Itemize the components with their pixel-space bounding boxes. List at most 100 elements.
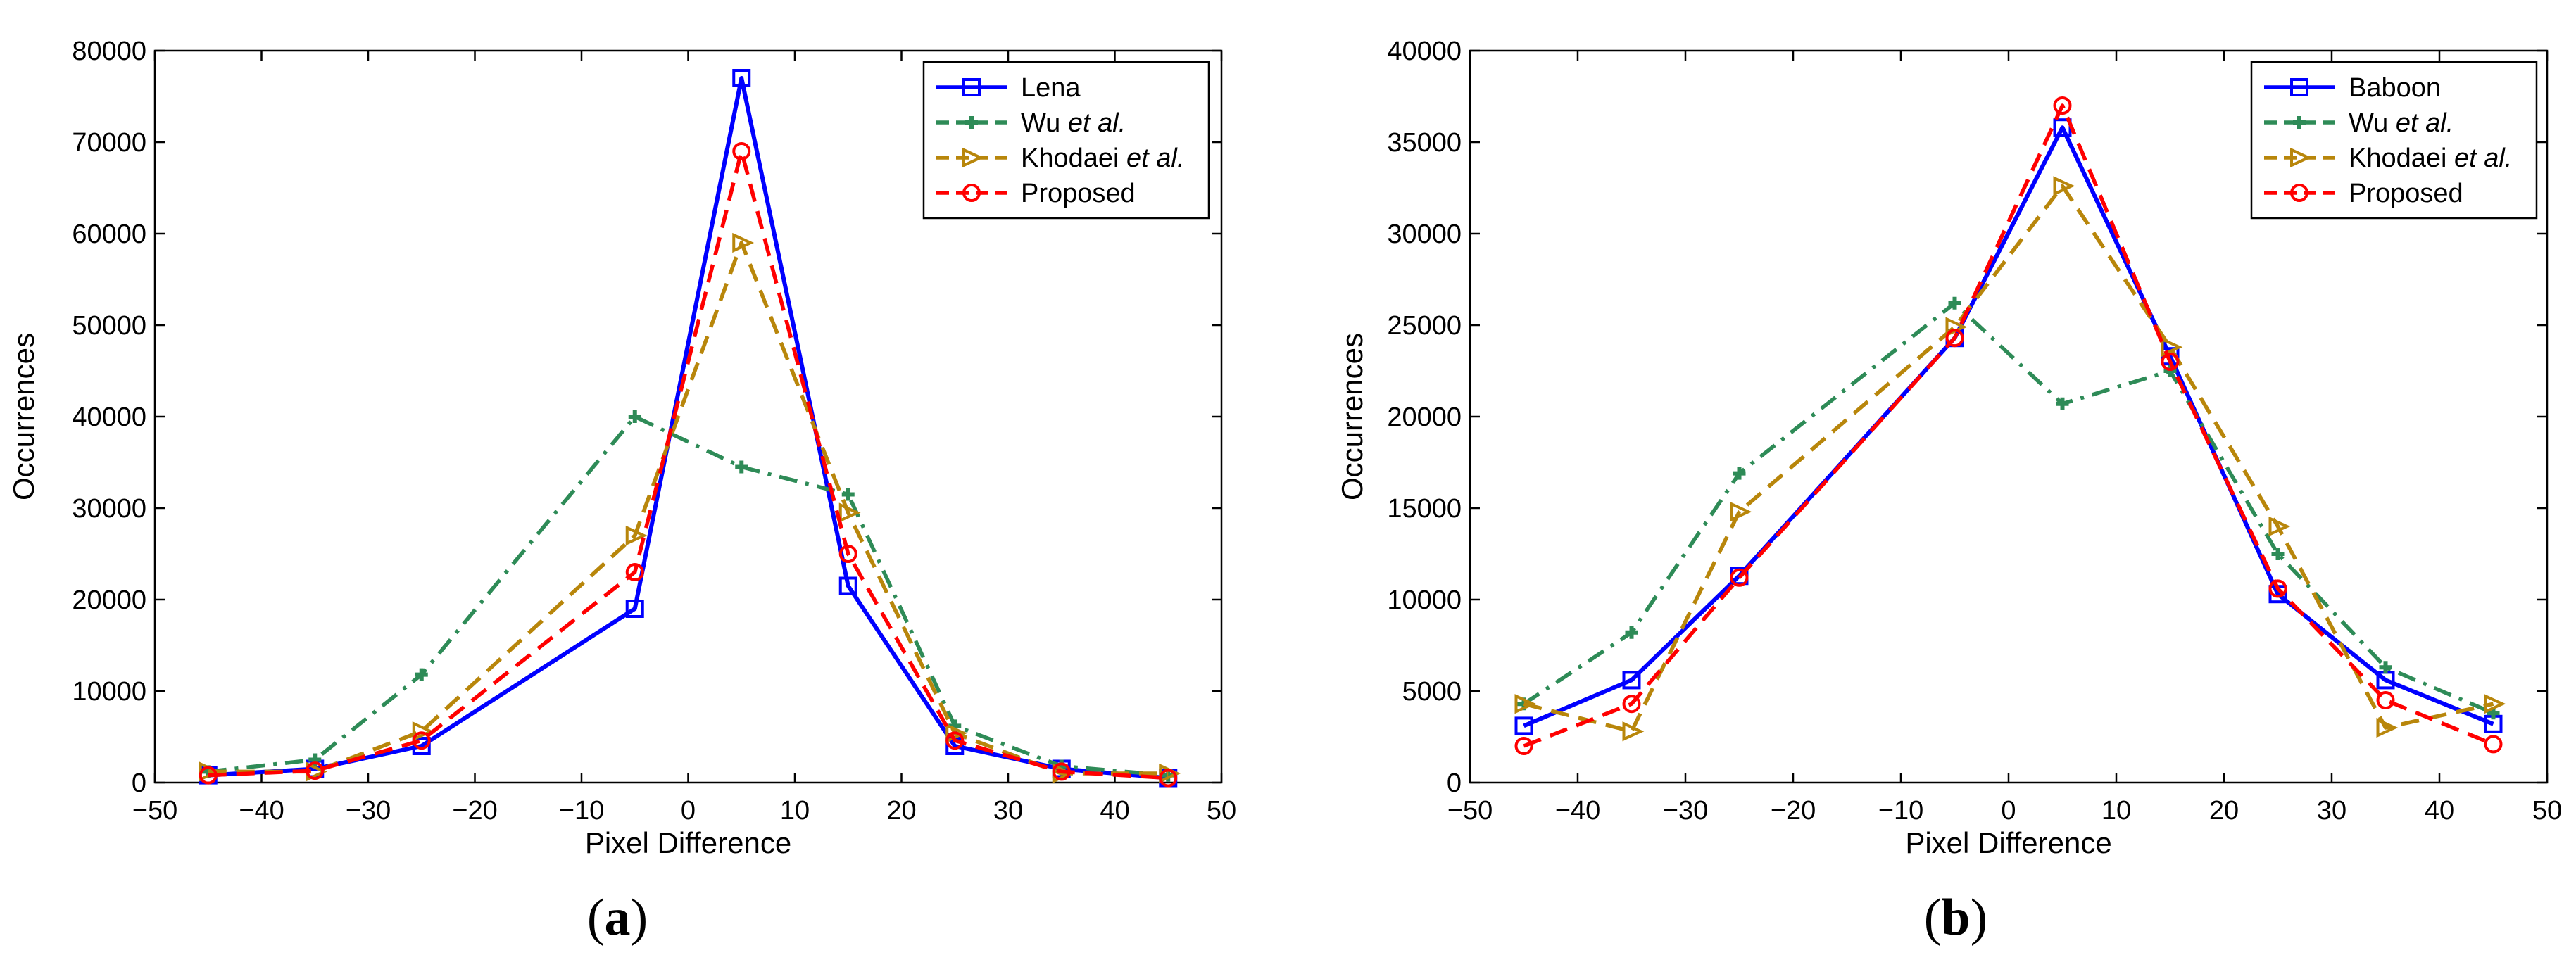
data-point [838, 545, 857, 563]
legend-marker [2293, 116, 2306, 129]
data-point [306, 761, 325, 780]
data-point [2268, 516, 2291, 537]
data-point [415, 668, 428, 681]
series-line [208, 241, 1169, 776]
series-line [208, 415, 1169, 778]
x-tick-label: 10 [2101, 796, 2131, 826]
data-point [1948, 296, 1961, 310]
x-tick-label: 40 [1100, 796, 1129, 826]
legend-marker [962, 184, 981, 202]
chart-panel-a: −50 −40 −30 −20 −10 0 10 20 30 40 50 0 10000 20000 300… [7, 37, 1236, 947]
legend: Lena Wu et al. Khodaei et al. Proposed [922, 61, 1210, 220]
data-point [2271, 548, 2285, 560]
series-3 [199, 232, 1181, 784]
x-tick-label: −20 [452, 796, 497, 826]
y-tick-label: 35000 [1387, 128, 1462, 158]
series-line [1523, 125, 2494, 728]
data-point [1159, 769, 1178, 788]
data-point [2376, 691, 2395, 709]
data-point [2053, 96, 2072, 115]
data-point [625, 563, 644, 581]
x-tick-label: 20 [886, 796, 916, 826]
series-3 [1514, 176, 2506, 742]
legend-label: Wu et al. [2349, 108, 2454, 138]
x-tick-label: 30 [2317, 796, 2346, 826]
series-2 [1517, 296, 2500, 720]
series-4 [1514, 96, 2503, 755]
data-point [2056, 397, 2069, 410]
x-tick-label: 50 [2532, 796, 2562, 826]
x-tick-label: −50 [1447, 796, 1493, 826]
x-tick-label: 50 [1207, 796, 1236, 826]
y-tick-label: 40000 [1387, 37, 1462, 66]
data-point [625, 525, 648, 546]
series-line [1523, 184, 2494, 733]
x-tick-label: −30 [346, 796, 391, 826]
y-tick-label: 20000 [1387, 403, 1462, 432]
data-point [838, 576, 857, 595]
data-point [945, 731, 965, 750]
x-tick-label: 0 [2001, 796, 2016, 826]
y-tick-label: 30000 [1387, 220, 1462, 249]
legend-label: Proposed [1021, 179, 1136, 208]
y-tick-label: 30000 [72, 494, 146, 524]
data-point [2379, 661, 2392, 674]
data-point [1730, 502, 1752, 522]
data-point [1733, 467, 1746, 480]
data-point [412, 737, 431, 755]
x-tick-label: −40 [239, 796, 284, 826]
legend-marker [962, 78, 981, 96]
data-point [1625, 626, 1638, 639]
data-point [838, 502, 861, 523]
panel-caption: (b) [1924, 889, 1987, 947]
y-tick-label: 5000 [1402, 677, 1462, 707]
data-point [732, 232, 755, 253]
legend-marker [965, 116, 978, 129]
data-point [1730, 568, 1749, 587]
data-point [2268, 579, 2287, 598]
data-point [735, 460, 748, 474]
y-tick-label: 40000 [72, 403, 146, 432]
y-tick-label: 50000 [72, 311, 146, 341]
x-tick-label: −10 [1878, 796, 1923, 826]
y-tick-label: 25000 [1387, 311, 1462, 341]
data-point [2053, 176, 2075, 196]
legend-label: Baboon [2349, 73, 2441, 103]
panel-caption: (a) [587, 889, 648, 947]
x-tick-label: −50 [132, 796, 177, 826]
data-point [1945, 329, 1964, 348]
data-point [1052, 762, 1071, 781]
x-tick-label: −20 [1771, 796, 1816, 826]
data-point [1514, 737, 1533, 755]
data-point [2376, 717, 2399, 738]
y-tick-label: 0 [132, 769, 146, 798]
y-tick-label: 15000 [1387, 494, 1462, 524]
legend-label: Lena [1021, 73, 1081, 103]
y-tick-label: 0 [1447, 769, 1462, 798]
legend-marker [962, 147, 984, 168]
x-tick-label: 40 [2425, 796, 2454, 826]
x-axis-label: Pixel Difference [1905, 826, 2111, 859]
series-line [1523, 103, 2494, 748]
legend-label: Proposed [2349, 179, 2463, 208]
x-tick-label: −30 [1663, 796, 1708, 826]
legend-marker [2290, 184, 2308, 202]
data-point [841, 488, 855, 501]
data-point [628, 410, 641, 423]
y-tick-label: 80000 [72, 37, 146, 66]
data-point [2484, 694, 2506, 714]
data-point [2161, 353, 2180, 371]
x-tick-label: −40 [1555, 796, 1600, 826]
data-point [732, 142, 751, 160]
data-point [1622, 721, 1645, 742]
x-tick-label: 10 [780, 796, 810, 826]
x-tick-label: 20 [2209, 796, 2239, 826]
chart-panel-b: −50 −40 −30 −20 −10 0 10 20 30 40 50 0 5000 10000 1500… [1336, 37, 2562, 947]
x-tick-label: 0 [681, 796, 696, 826]
y-axis-label: Occurrences [7, 333, 40, 500]
legend-label: Khodaei et al. [1021, 144, 1184, 173]
data-point [945, 723, 968, 743]
data-point [2161, 337, 2183, 358]
data-point [1514, 716, 1533, 735]
